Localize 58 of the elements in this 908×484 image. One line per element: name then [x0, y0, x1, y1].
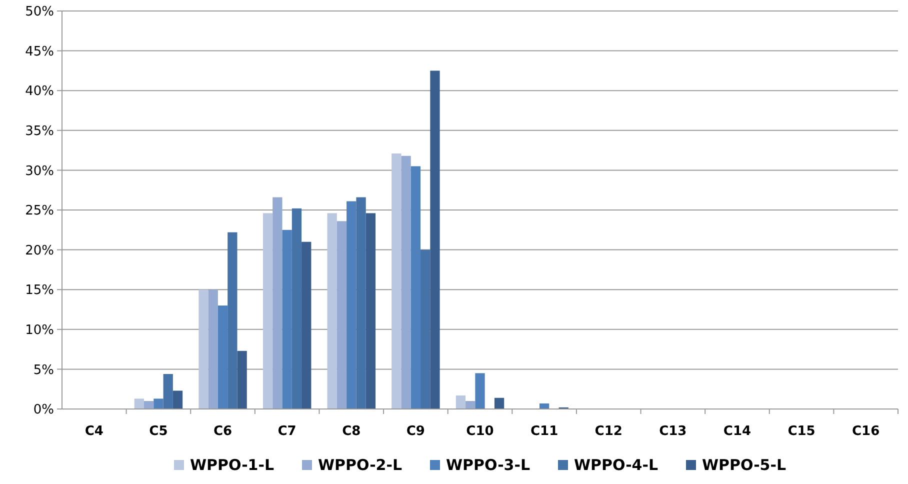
bar	[356, 197, 366, 409]
bar	[208, 290, 218, 409]
bar	[292, 208, 302, 409]
y-tick-label: 20%	[25, 243, 54, 258]
x-tick-label: C7	[278, 424, 296, 439]
y-tick-label: 40%	[25, 84, 54, 100]
bar	[302, 242, 312, 409]
bar	[198, 290, 208, 409]
bar	[262, 213, 273, 409]
x-tick-label: C12	[594, 424, 622, 439]
x-tick-label: C14	[723, 424, 752, 439]
x-tick-label: C15	[788, 424, 816, 439]
bar	[336, 221, 347, 409]
bar	[282, 230, 292, 409]
bar	[228, 232, 238, 409]
bar	[272, 197, 282, 409]
bar	[327, 213, 337, 409]
y-tick-label: 0%	[33, 402, 54, 418]
y-tick-label: 35%	[25, 124, 54, 139]
bar	[466, 401, 476, 409]
bar	[237, 350, 247, 409]
legend-label: WPPO-3-L	[446, 456, 530, 474]
x-tick-label: C13	[659, 424, 687, 439]
x-tick-label: C6	[213, 424, 232, 439]
bar	[218, 306, 228, 409]
x-tick-label: C5	[149, 424, 168, 439]
bar	[163, 374, 173, 409]
bar	[392, 153, 402, 409]
x-tick-label: C4	[84, 424, 104, 439]
bar	[134, 398, 144, 409]
x-tick-label: C11	[530, 424, 558, 439]
y-tick-label: 30%	[25, 164, 54, 179]
bar	[430, 70, 440, 409]
bar	[346, 201, 356, 409]
bar	[410, 166, 421, 409]
bar	[420, 250, 430, 409]
bar	[401, 156, 411, 409]
bar	[172, 390, 183, 409]
x-tick-label: C9	[406, 424, 425, 439]
y-tick-label: 25%	[25, 204, 54, 219]
y-tick-label: 45%	[25, 44, 54, 60]
bar	[366, 213, 376, 409]
y-tick-label: 10%	[25, 322, 54, 338]
bar	[154, 398, 164, 409]
legend-label: WPPO-5-L	[702, 456, 786, 474]
y-tick-label: 50%	[25, 4, 54, 20]
x-tick-label: C8	[342, 424, 361, 439]
bar	[494, 398, 504, 409]
bar	[144, 401, 154, 409]
legend-label: WPPO-2-L	[318, 456, 402, 474]
legend-label: WPPO-4-L	[574, 456, 658, 474]
x-tick-label: C10	[466, 424, 494, 439]
x-tick-label: C16	[852, 424, 880, 439]
bar	[475, 373, 485, 409]
legend-label: WPPO-1-L	[190, 456, 274, 474]
bar	[456, 395, 466, 409]
y-tick-label: 15%	[25, 283, 54, 298]
y-tick-label: 5%	[33, 362, 54, 378]
